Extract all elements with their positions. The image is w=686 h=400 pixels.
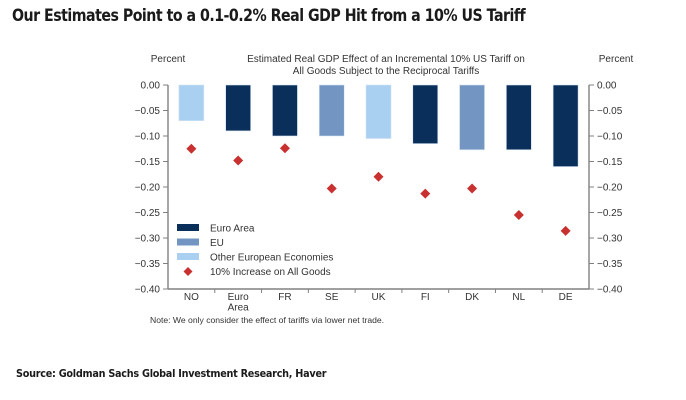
y-tick-label-right: −0.10 — [597, 132, 623, 143]
x-tick-label: DK — [465, 292, 479, 303]
bar-no — [178, 84, 205, 122]
y-tick-label-right: −0.20 — [597, 183, 623, 194]
chart-title-line-2: All Goods Subject to the Reciprocal Tari… — [293, 66, 479, 77]
y-tick-label-left: −0.35 — [135, 259, 161, 270]
headline: Our Estimates Point to a 0.1-0.2% Real G… — [12, 6, 526, 25]
y-tick-label-right: −0.30 — [597, 234, 623, 245]
y-tick-label-left: −0.25 — [135, 208, 161, 219]
markers — [186, 143, 571, 236]
bar-nl — [506, 84, 532, 151]
legend-swatch — [177, 253, 199, 260]
x-tick-label: Euro — [228, 292, 250, 303]
y-tick-label-left: −0.30 — [135, 234, 161, 245]
y-tick-label-right: −0.05 — [597, 106, 623, 117]
x-tick-label: DE — [559, 292, 573, 303]
diamond-marker-no — [186, 143, 197, 154]
axes: 0.00 0.00 −0.05 −0.05 −0.10 −0.10 −0.15 −0.15 −0… — [135, 81, 623, 314]
legend-label: 10% Increase on All Goods — [210, 267, 331, 278]
legend-label: Other European Economies — [210, 253, 333, 264]
diamond-marker-de — [560, 225, 571, 236]
chart-title-line-1: Estimated Real GDP Effect of an Incremen… — [247, 54, 525, 65]
diamond-marker-nl — [513, 210, 524, 221]
x-tick-label: FI — [421, 292, 430, 303]
y-tick-label-left: −0.20 — [135, 183, 161, 194]
y-tick-label-left: −0.10 — [135, 132, 161, 143]
y-axis-label-right: Percent — [599, 54, 634, 65]
y-tick-label-right: −0.25 — [597, 208, 623, 219]
legend-swatch — [177, 238, 199, 246]
diamond-marker-uk — [373, 171, 384, 182]
y-tick-label-left: −0.15 — [135, 157, 161, 168]
diamond-marker-euro-area — [233, 155, 244, 166]
y-tick-label-right: −0.35 — [597, 259, 623, 270]
bar-se — [318, 84, 345, 137]
y-tick-label-right: −0.40 — [597, 285, 623, 296]
legend: Euro Area EU Other European Economies 10% I… — [177, 224, 333, 278]
bar-de — [552, 84, 579, 167]
bars — [178, 84, 579, 167]
x-tick-label: UK — [372, 292, 386, 303]
x-tick-label: FR — [278, 292, 291, 303]
y-tick-label-left: −0.40 — [135, 285, 161, 296]
chart-note: Note: We only consider the effect of tar… — [150, 315, 384, 325]
x-tick-label: NL — [512, 292, 525, 303]
y-tick-label-left: −0.05 — [135, 106, 161, 117]
y-axis-label-left: Percent — [151, 54, 186, 65]
diamond-marker-dk — [467, 183, 478, 194]
legend-swatch — [177, 224, 199, 231]
legend-diamond-icon — [183, 267, 193, 276]
diamond-marker-se — [326, 183, 337, 194]
source-line: Source: Goldman Sachs Global Investment … — [16, 367, 327, 380]
y-tick-label-right: 0.00 — [597, 81, 617, 92]
bar-euro-area — [225, 84, 251, 132]
y-tick-label-left: 0.00 — [141, 81, 161, 92]
x-tick-label: SE — [325, 292, 339, 303]
x-tick-label: Area — [228, 303, 250, 314]
legend-label: EU — [210, 238, 224, 249]
bar-fr — [272, 84, 298, 137]
y-tick-label-right: −0.15 — [597, 157, 623, 168]
bar-fi — [412, 84, 439, 144]
bar-dk — [459, 84, 485, 151]
x-tick-label: NO — [184, 292, 199, 303]
diamond-marker-fr — [279, 143, 290, 154]
bar-uk — [365, 84, 392, 139]
diamond-marker-fi — [420, 188, 431, 199]
legend-label: Euro Area — [210, 224, 255, 235]
